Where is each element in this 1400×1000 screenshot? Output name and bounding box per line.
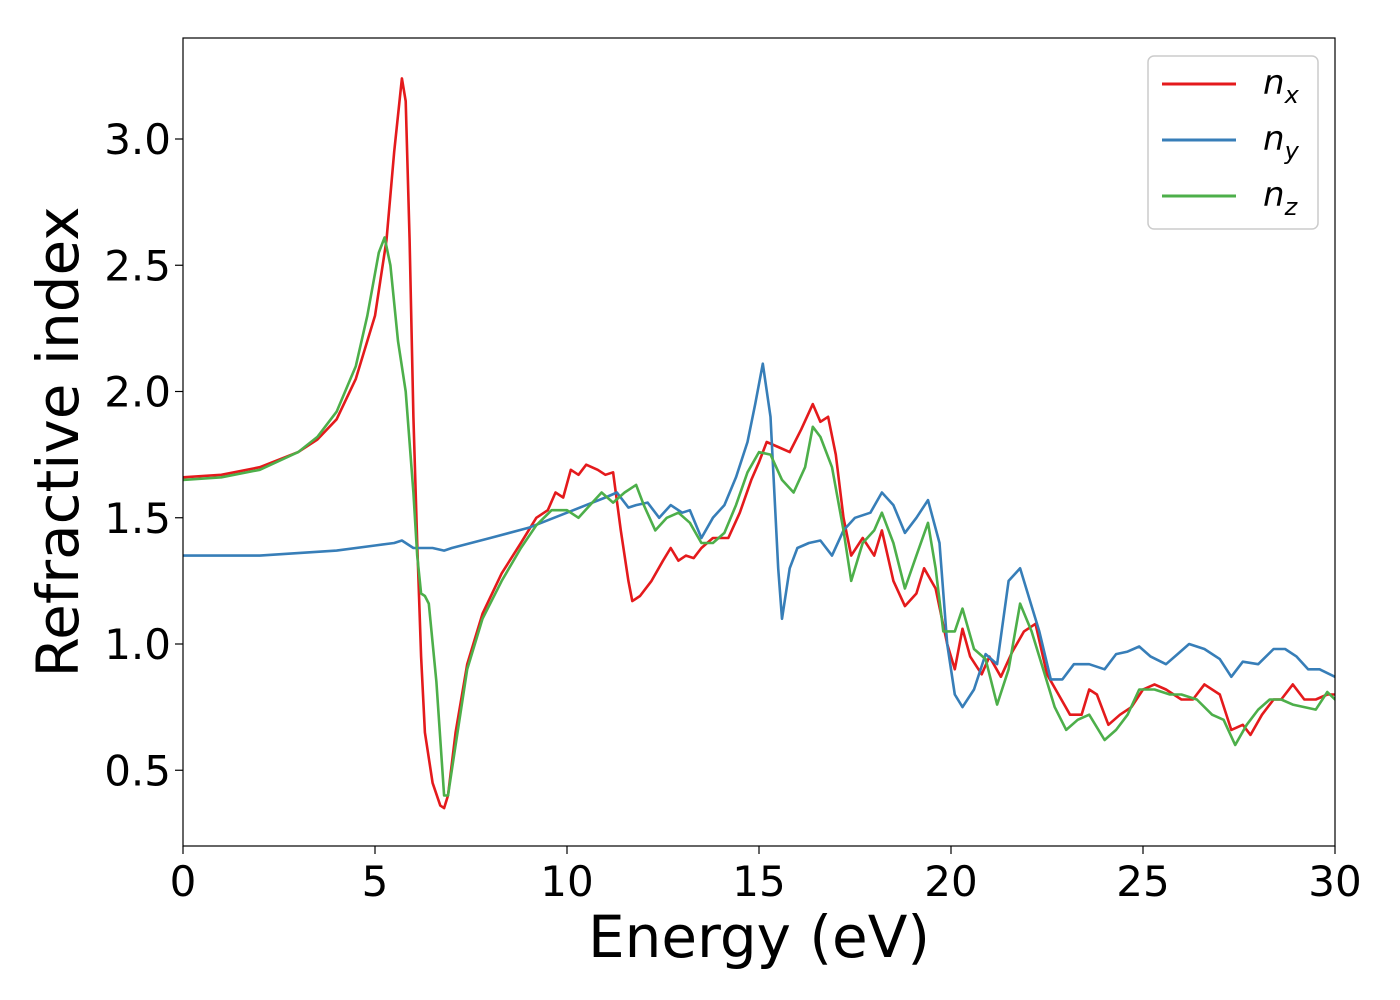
x-tick-label: 20 — [924, 857, 977, 906]
legend-label-x: nx — [1263, 63, 1300, 109]
legend: nx ny nz — [1147, 55, 1319, 230]
series-line-y — [183, 362, 1335, 709]
y-tick-label: 1.0 — [104, 620, 171, 669]
y-axis: 0.5 1.0 1.5 2.0 2.5 3.0 — [104, 115, 183, 795]
series-layer — [183, 77, 1335, 810]
x-tick-label: 10 — [540, 857, 593, 906]
y-axis-title: Refractive index — [24, 206, 92, 677]
legend-box — [1147, 55, 1319, 230]
x-tick-label: 0 — [170, 857, 197, 906]
x-tick-label: 25 — [1116, 857, 1169, 906]
y-tick-label: 2.5 — [104, 241, 171, 290]
x-tick-label: 15 — [732, 857, 785, 906]
x-axis-title: Energy (eV) — [588, 903, 930, 971]
x-tick-label: 30 — [1308, 857, 1361, 906]
y-tick-label: 2.0 — [104, 368, 171, 417]
legend-label-z: nz — [1263, 175, 1299, 221]
y-tick-label: 1.5 — [104, 494, 171, 543]
x-tick-label: 5 — [362, 857, 389, 906]
x-axis: 0 5 10 15 20 25 30 — [170, 846, 1362, 906]
legend-label-y: ny — [1263, 119, 1300, 165]
y-tick-label: 0.5 — [104, 746, 171, 795]
series-line-x — [183, 77, 1335, 810]
series-line-z — [183, 236, 1335, 797]
y-tick-label: 3.0 — [104, 115, 171, 164]
